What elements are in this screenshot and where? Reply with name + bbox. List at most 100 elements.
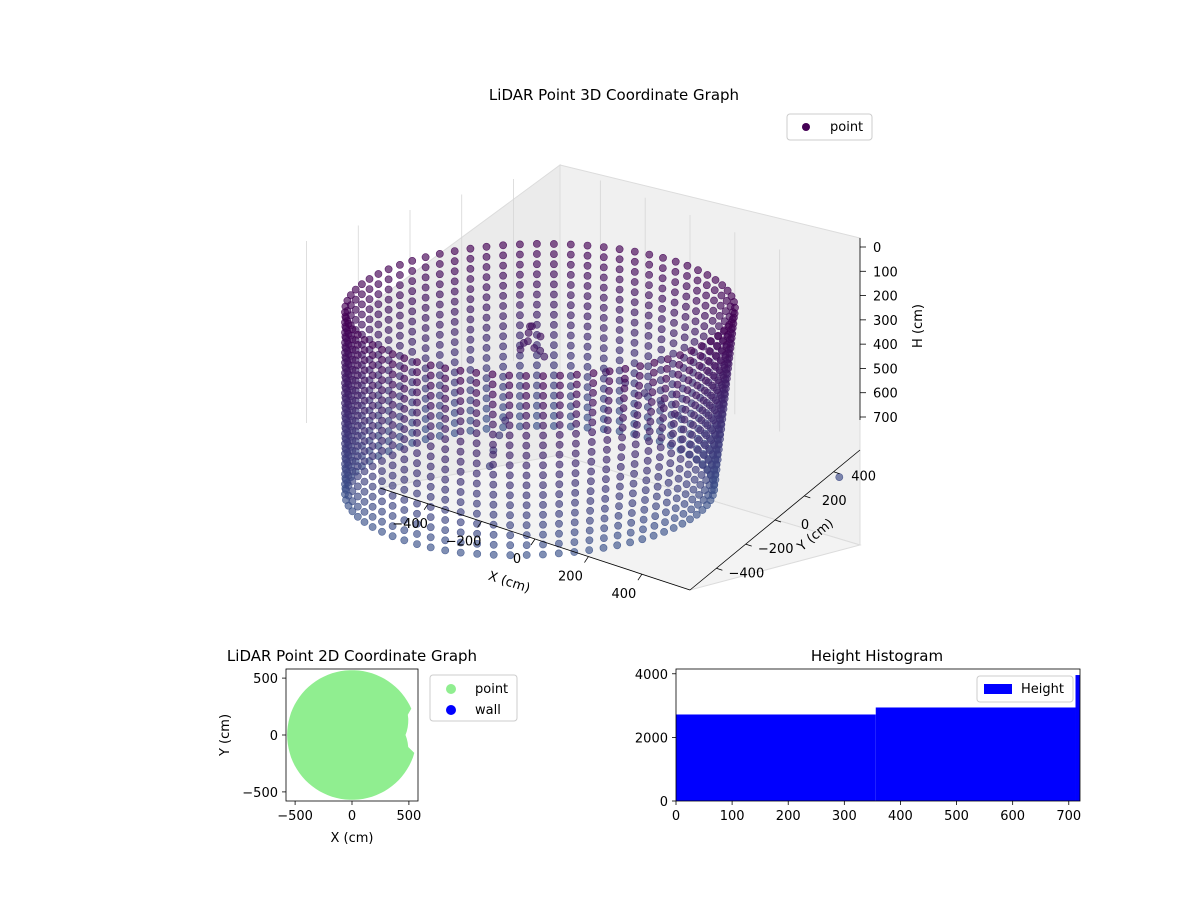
point-3d — [353, 351, 362, 359]
point-3d — [644, 311, 653, 320]
ticks-3d: −400 −200 0 200 400 −400 −200 0 200 400 0 100 200 300… — [392, 241, 898, 602]
y-tick-label-2d: 0 — [270, 729, 278, 744]
point-3d — [400, 475, 409, 484]
point-3d — [351, 305, 360, 314]
point-3d — [400, 506, 409, 514]
point-3d — [670, 308, 679, 317]
chart-histogram: Height Histogram 0 100 200 300 400 500 600 7000… — [635, 647, 1081, 824]
point-3d — [662, 498, 671, 507]
point-3d — [599, 263, 608, 272]
point-3d — [450, 307, 459, 316]
point-3d — [566, 311, 575, 320]
point-3d — [587, 438, 596, 446]
point-3d — [700, 486, 709, 494]
point-3d — [615, 295, 624, 304]
point-3d — [353, 462, 362, 471]
point-3d — [555, 490, 564, 499]
point-3d — [456, 467, 465, 476]
point-3d — [586, 487, 595, 496]
point-3d — [456, 407, 465, 416]
point-3d — [539, 441, 547, 450]
chart-3d-title: LiDAR Point 3D Coordinate Graph — [489, 86, 739, 104]
point-3d — [686, 515, 694, 524]
point-3d — [413, 368, 421, 377]
point-3d — [360, 366, 369, 375]
point-3d — [683, 272, 691, 280]
point-3d — [353, 411, 362, 420]
point-3d — [615, 346, 624, 355]
point-3d — [617, 443, 626, 452]
point-3d — [555, 480, 564, 489]
point-3d — [671, 257, 680, 266]
point-3d — [482, 394, 491, 403]
point-3d — [539, 372, 547, 380]
point-3d — [400, 354, 409, 363]
point-3d — [351, 285, 360, 294]
point-3d — [472, 499, 481, 508]
point-3d — [583, 383, 592, 391]
point-3d — [348, 375, 357, 384]
point-3d — [644, 331, 653, 340]
point-3d — [524, 337, 532, 346]
point-3d — [456, 548, 465, 557]
point-3d — [673, 380, 682, 389]
point-3d — [585, 546, 594, 554]
point-3d — [536, 332, 545, 341]
point-3d — [435, 340, 444, 349]
point-3d — [645, 260, 654, 269]
x-axis-label: X (cm) — [486, 569, 532, 597]
point-3d — [631, 440, 640, 449]
point-3d — [516, 250, 524, 259]
point-3d — [533, 290, 541, 299]
point-3d — [368, 523, 377, 531]
point-3d — [522, 541, 531, 549]
point-3d — [360, 356, 369, 365]
point-3d — [691, 317, 700, 326]
point-3d — [615, 315, 624, 324]
point-3d — [400, 425, 409, 433]
point-3d — [421, 293, 430, 302]
point-3d — [679, 425, 688, 434]
point-3d — [522, 481, 531, 490]
point-3d — [488, 370, 497, 379]
point-3d — [620, 384, 629, 393]
point-3d — [617, 453, 626, 461]
point-3d — [630, 328, 639, 337]
point-3d — [682, 292, 691, 301]
point-3d — [550, 351, 558, 360]
point-3d — [572, 390, 581, 399]
point-3d — [555, 519, 563, 528]
point-3d — [588, 418, 597, 427]
point-3d — [698, 406, 707, 415]
point-3d — [664, 478, 673, 487]
point-3d — [644, 382, 652, 391]
point-3d — [426, 513, 435, 521]
point-3d — [657, 335, 666, 344]
point-3d — [360, 376, 369, 385]
point-3d — [682, 395, 691, 404]
point-3d — [421, 273, 430, 282]
point-3d — [505, 371, 514, 380]
point-3d — [360, 336, 369, 344]
point-3d — [602, 455, 611, 464]
point-3d — [441, 505, 450, 514]
point-3d — [630, 338, 639, 347]
point-3d — [697, 342, 706, 350]
point-3d — [572, 380, 581, 389]
point-3d — [653, 482, 662, 491]
point-3d — [550, 270, 558, 279]
point-3d — [368, 432, 377, 440]
point-3d — [368, 421, 377, 430]
point-3d — [505, 411, 514, 420]
point-3d — [368, 492, 377, 501]
point-3d — [408, 287, 417, 296]
point-3d — [638, 535, 647, 544]
point-3d — [482, 404, 491, 413]
z-axis-label: H (cm) — [911, 304, 926, 348]
point-3d — [680, 415, 689, 424]
point-3d — [421, 313, 430, 322]
point-3d — [489, 500, 498, 509]
point-3d — [714, 376, 723, 385]
point-3d — [675, 360, 684, 369]
point-3d — [602, 475, 610, 484]
